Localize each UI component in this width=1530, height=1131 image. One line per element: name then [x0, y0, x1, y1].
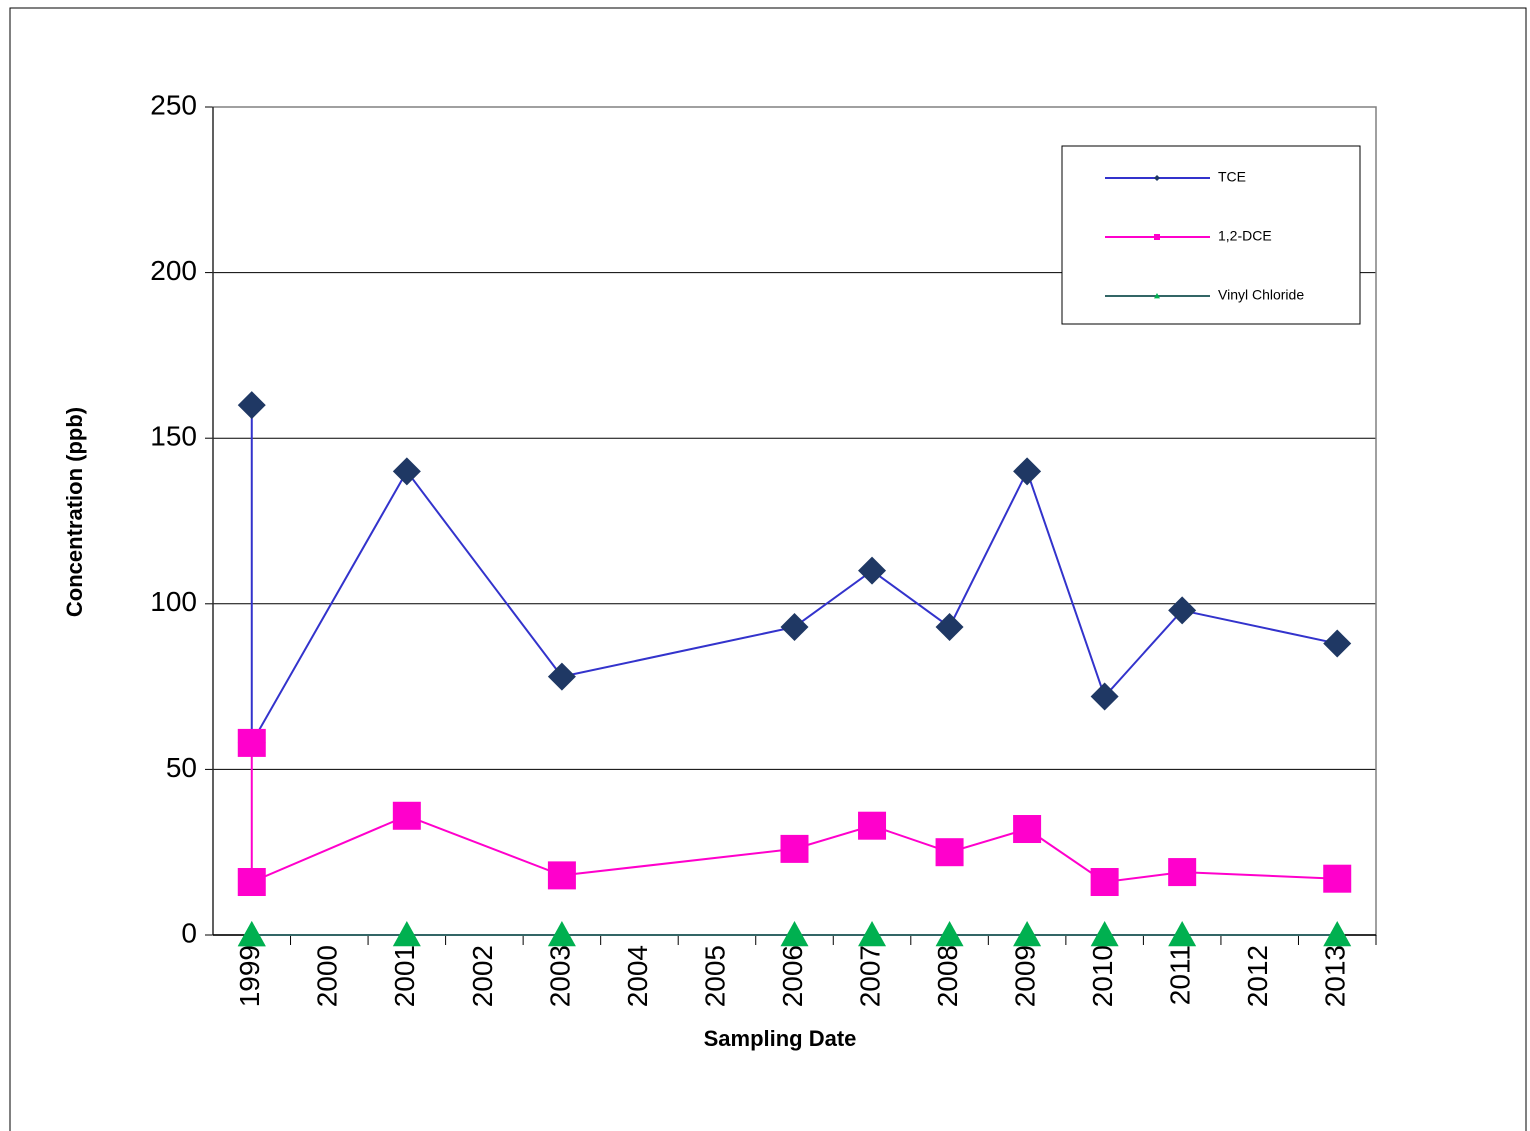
marker: [935, 838, 964, 867]
x-tick-label: 2010: [1087, 945, 1118, 1007]
marker: [237, 391, 266, 420]
legend-label: 1,2-DCE: [1218, 228, 1272, 244]
marker: [237, 728, 266, 757]
x-tick-label: 2000: [312, 945, 343, 1007]
x-tick-label: 2012: [1242, 945, 1273, 1007]
y-tick-label: 100: [150, 586, 197, 617]
legend-label: TCE: [1218, 169, 1246, 185]
marker: [392, 801, 421, 830]
y-axis-title: Concentration (ppb): [62, 407, 87, 617]
marker: [1013, 815, 1042, 844]
marker: [858, 921, 887, 947]
marker: [392, 457, 421, 486]
marker: [1168, 858, 1197, 887]
marker: [1323, 921, 1352, 947]
chart-border: [9, 7, 1527, 1131]
y-tick-label: 0: [181, 917, 197, 948]
legend-label: Vinyl Chloride: [1218, 287, 1304, 303]
marker: [1154, 234, 1160, 240]
y-tick-label: 200: [150, 255, 197, 286]
x-tick-label: 2005: [699, 945, 730, 1007]
marker: [547, 921, 576, 947]
marker: [780, 834, 809, 863]
legend: TCE 1,2-DCE Vinyl Chloride: [1061, 145, 1361, 325]
x-tick-label: 2009: [1009, 945, 1040, 1007]
series-line: [250, 405, 1338, 747]
marker: [858, 556, 887, 585]
marker: [1154, 293, 1160, 299]
y-tick-label: 250: [150, 89, 197, 120]
marker: [547, 662, 576, 691]
x-tick-label: 2003: [544, 945, 575, 1007]
marker: [935, 921, 964, 947]
x-tick-label: 2002: [467, 945, 498, 1007]
marker: [1168, 921, 1197, 947]
marker: [1013, 457, 1042, 486]
x-tick-label: 2004: [622, 945, 653, 1007]
y-tick-label: 50: [166, 752, 197, 783]
y-tick-label: 150: [150, 421, 197, 452]
x-axis-title: Sampling Date: [704, 1026, 857, 1051]
x-tick-label: 2013: [1320, 945, 1351, 1007]
x-tick-label: 2008: [932, 945, 963, 1007]
marker: [1090, 682, 1119, 711]
x-tick-label: 2011: [1165, 945, 1196, 1005]
marker: [1013, 921, 1042, 947]
marker: [1154, 175, 1160, 181]
marker: [547, 861, 576, 890]
legend-box: [1061, 145, 1361, 325]
marker: [858, 811, 887, 840]
x-tick-label: 2007: [854, 945, 885, 1007]
marker: [1090, 868, 1119, 897]
marker: [1323, 864, 1352, 893]
x-tick-label: 2001: [389, 945, 420, 1007]
x-tick-label: 2006: [777, 945, 808, 1007]
marker: [392, 921, 421, 947]
marker: [1168, 596, 1197, 625]
marker: [237, 868, 266, 897]
marker: [1090, 921, 1119, 947]
marker: [780, 921, 809, 947]
marker: [1323, 629, 1352, 658]
x-tick-label: 1999: [234, 945, 265, 1007]
marker: [237, 921, 266, 947]
marker: [935, 612, 964, 641]
marker: [780, 612, 809, 641]
